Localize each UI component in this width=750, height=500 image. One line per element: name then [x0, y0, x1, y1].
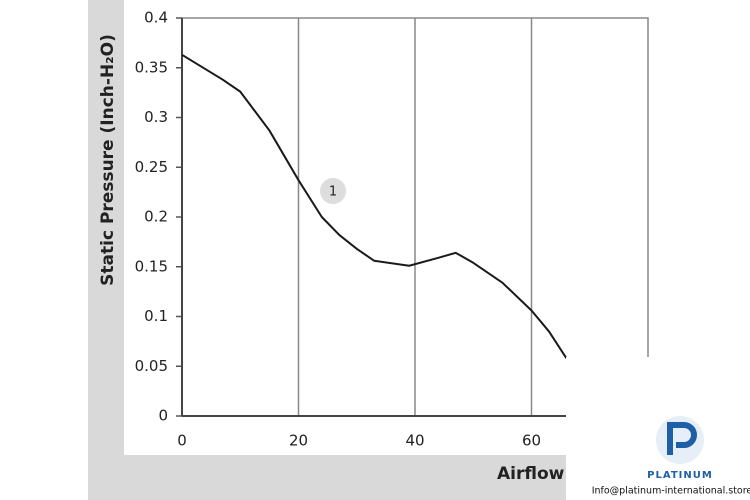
- watermark-box: [566, 357, 750, 500]
- plot-area: 0 20 40 60 0 0.05 0.1 0.15 0.2 0.25 0.3 0.35 0.4 1: [135, 9, 649, 450]
- x-tick-label: 20: [289, 432, 308, 450]
- y-tick-label: 0.4: [144, 9, 168, 27]
- x-tick-label: 60: [522, 432, 541, 450]
- y-tick-label: 0.1: [144, 307, 168, 325]
- side-band: [88, 0, 124, 500]
- y-tick-label: 0.35: [135, 58, 168, 76]
- annotation-marker: [320, 178, 346, 204]
- y-tick-label: 0: [158, 407, 168, 425]
- y-tick-label: 0.2: [144, 208, 168, 226]
- y-axis-label: Static Pressure (Inch-H₂O): [98, 34, 118, 286]
- y-tick-label: 0.25: [135, 158, 168, 176]
- curve: [181, 53, 568, 359]
- logo-p: [667, 422, 697, 455]
- y-tick-label: 0.3: [144, 108, 168, 126]
- watermark-email: Info@platinum-international.store: [592, 486, 750, 497]
- logo-brand: PLATINUM: [647, 470, 713, 481]
- y-tick-label: 0.05: [135, 357, 168, 375]
- logo: PLATINUM Info@platinum-international.sto…: [592, 416, 750, 497]
- x-tick-label: 0: [177, 432, 187, 450]
- x-tick-label: 40: [405, 432, 424, 450]
- x-axis-label: Airflow: [497, 464, 565, 484]
- y-tick-label: 0.15: [135, 257, 168, 275]
- annotation: 1: [329, 185, 337, 200]
